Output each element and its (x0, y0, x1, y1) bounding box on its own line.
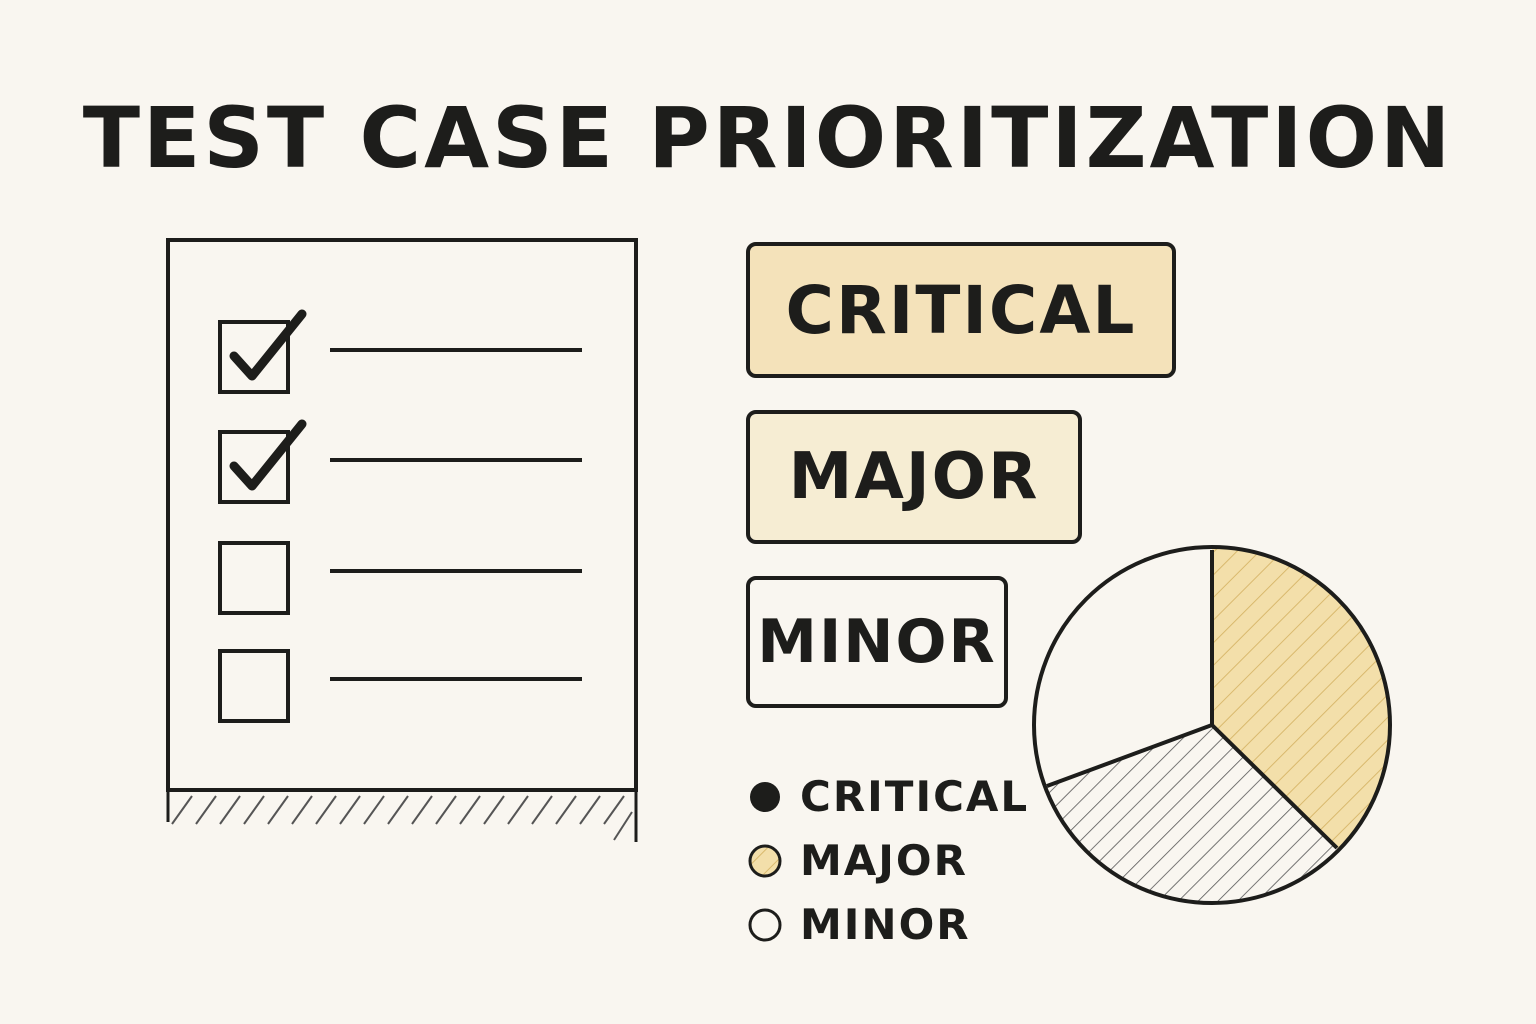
priority-box-minor (746, 576, 1008, 708)
pie-slice-critical (1212, 546, 1391, 850)
checkmark-icon (229, 309, 307, 381)
checked-checkbox-icon (218, 320, 290, 394)
priority-box-minor-label: MINOR (757, 607, 997, 677)
checkmark-icon (229, 419, 307, 491)
priority-boxes (746, 242, 1176, 708)
pie-outline (1032, 545, 1392, 905)
pie-slice-major (1045, 725, 1339, 904)
legend-swatch-major-icon (748, 844, 782, 877)
page-title: TEST CASE PRIORITIZATION (82, 89, 1454, 187)
legend-item-minor: MINOR (748, 900, 971, 949)
legend-item-major: MAJOR (748, 836, 968, 885)
priority-pie-chart (1032, 545, 1392, 905)
priority-box-critical (746, 242, 1176, 378)
legend-label-major: MAJOR (800, 836, 968, 885)
checklist-panel (166, 238, 638, 842)
checklist-item (218, 419, 582, 504)
checklist-item (218, 649, 582, 723)
priority-box-critical-label: CRITICAL (785, 271, 1137, 349)
legend-swatch-minor-icon (748, 908, 782, 941)
checklist-shadow-hatching (171, 795, 633, 841)
legend-swatch-critical-icon (750, 781, 780, 812)
legend-item-critical: CRITICAL (748, 772, 1029, 821)
checked-checkbox-icon (218, 430, 290, 504)
empty-checkbox-icon (218, 541, 290, 615)
legend-label-minor: MINOR (800, 900, 971, 949)
legend-label-critical: CRITICAL (800, 772, 1030, 821)
checklist-frame (166, 238, 638, 792)
priority-box-major (746, 410, 1082, 544)
priority-box-major-label: MAJOR (788, 440, 1040, 514)
empty-checkbox-icon (218, 649, 290, 723)
checklist-item (218, 541, 582, 615)
checklist-item (218, 309, 582, 394)
